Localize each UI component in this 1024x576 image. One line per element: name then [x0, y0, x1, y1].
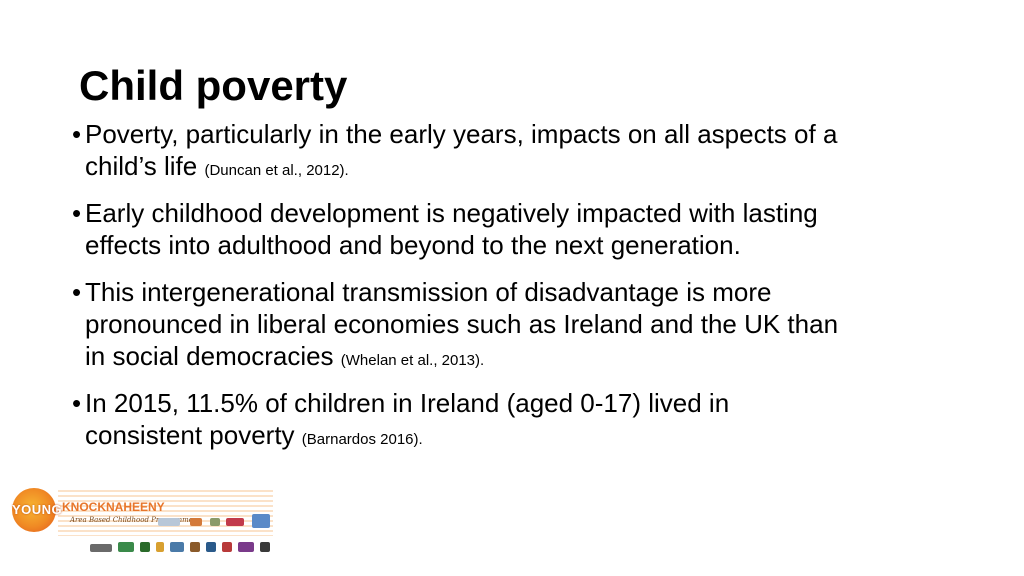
bullet-list: • Poverty, particularly in the early yea… [72, 118, 852, 466]
partner-logo-icon [260, 542, 270, 552]
sun-icon [12, 488, 56, 532]
partner-logo-icon [190, 518, 202, 526]
partner-logo-icon [140, 542, 150, 552]
bullet-item: • Poverty, particularly in the early yea… [72, 118, 852, 187]
partner-logo-icon [226, 518, 244, 526]
bullet-text: This intergenerational transmission of d… [85, 277, 839, 371]
logo-tagline: Area Based Childhood Programme [70, 516, 193, 524]
logo-name-text: KNOCKNAHEENY [62, 500, 165, 514]
partner-logo-icon [156, 542, 164, 552]
slide-title: Child poverty [79, 62, 348, 109]
partner-logo-icon [90, 544, 112, 552]
bullet-marker: • [72, 277, 82, 307]
bullet-citation: (Barnardos 2016). [301, 431, 423, 448]
partner-logo-icon [252, 514, 270, 528]
partner-logo-icon [190, 542, 200, 552]
bullet-marker: • [72, 119, 82, 149]
bullet-citation: (Whelan et al., 2013). [340, 352, 485, 369]
bullet-text: In 2015, 11.5% of children in Ireland (a… [85, 388, 730, 450]
logo-stripes [58, 490, 273, 536]
partner-logo-icon [206, 542, 216, 552]
bullet-marker: • [72, 388, 82, 418]
partner-logo-icon [170, 542, 184, 552]
bullet-item: • Early childhood development is negativ… [72, 197, 852, 266]
partner-logo-icon [210, 518, 220, 526]
bullet-marker: • [72, 198, 82, 228]
bullet-item: • This intergenerational transmission of… [72, 276, 852, 377]
logo-young-text: YOUNG [12, 502, 63, 517]
bullet-text: Poverty, particularly in the early years… [85, 119, 838, 181]
bullet-text: Early childhood development is negativel… [85, 198, 818, 260]
partner-logo-icon [222, 542, 232, 552]
young-knocknaheeny-logo: YOUNG KNOCKNAHEENY Area Based Childhood … [8, 486, 278, 560]
partner-logo-icon [158, 518, 180, 526]
bullet-citation: (Duncan et al., 2012). [204, 162, 349, 179]
partner-logo-icon [118, 542, 134, 552]
partner-logo-icon [238, 542, 254, 552]
bullet-item: • In 2015, 11.5% of children in Ireland … [72, 387, 852, 456]
